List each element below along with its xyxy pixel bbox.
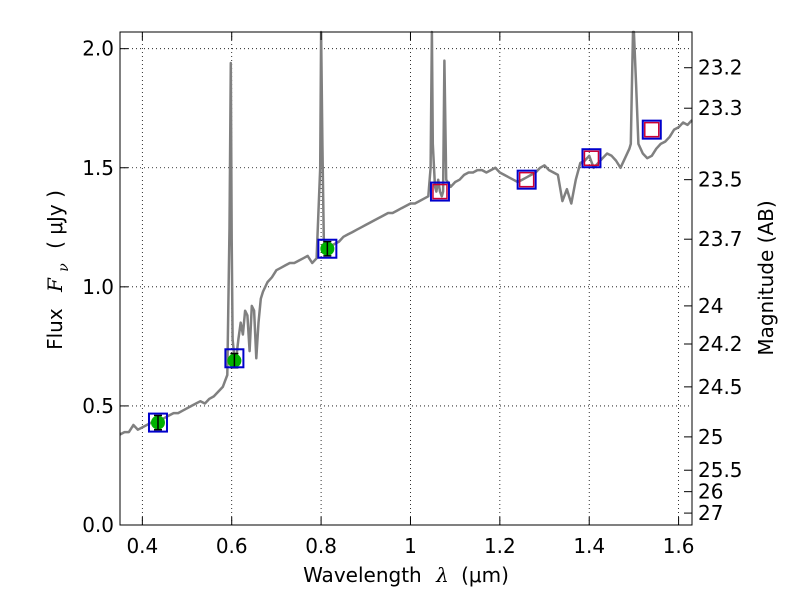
x-tick-label: 1.4 xyxy=(573,534,605,558)
x-tick-label: 1.2 xyxy=(484,534,516,558)
x-tick-label: 1 xyxy=(404,534,417,558)
x-tick-label: 0.6 xyxy=(216,534,248,558)
photometry-point xyxy=(429,181,450,202)
observed-box xyxy=(644,121,660,138)
plot-frame xyxy=(119,31,693,526)
mag-tick-label: 24.5 xyxy=(698,375,743,399)
model-box xyxy=(317,238,338,259)
spectrum-line xyxy=(119,30,693,436)
mag-tick-label: 25 xyxy=(698,425,723,449)
model-box xyxy=(147,412,168,433)
mag-tick-label: 24.2 xyxy=(698,332,743,356)
mag-tick-label: 23.5 xyxy=(698,168,743,192)
model-box xyxy=(224,348,245,369)
model-box xyxy=(429,181,450,202)
model-box xyxy=(516,169,537,190)
photometry-point xyxy=(147,412,168,433)
photometry-point xyxy=(224,348,245,369)
mag-tick-label: 23.2 xyxy=(698,56,743,80)
photometry-point xyxy=(516,169,537,190)
mag-tick-label: 26 xyxy=(698,480,723,504)
observed-box xyxy=(583,150,600,166)
x-axis-label: Wavelength λ (μm) xyxy=(303,563,509,587)
mag-tick-label: 23.3 xyxy=(698,96,743,120)
y2-axis-label: Magnitude (AB) xyxy=(754,200,778,355)
spectrum-series xyxy=(119,30,693,436)
y-tick-label: 1.0 xyxy=(82,275,114,299)
axis-ticks: 0.4 0.6 0.8 1 1.2 1.4 1.6 0.0 0.5 1.0 1.5 2.0 23.2 23… xyxy=(82,32,743,558)
model-box xyxy=(581,148,602,169)
photometry-point xyxy=(317,238,338,259)
mag-tick-label: 27 xyxy=(698,501,723,525)
mag-tick-label: 23.7 xyxy=(698,227,743,251)
y-tick-label: 0.5 xyxy=(82,394,114,418)
y-tick-label: 2.0 xyxy=(82,37,114,61)
grid-lines xyxy=(120,32,692,525)
model-box xyxy=(641,119,662,140)
mag-tick-label: 24 xyxy=(698,294,723,318)
y-tick-label: 0.0 xyxy=(82,513,114,537)
photometry-point xyxy=(581,148,602,169)
photometry-point xyxy=(641,119,662,140)
observed-box xyxy=(518,171,535,188)
x-tick-label: 1.6 xyxy=(663,534,695,558)
x-tick-label: 0.8 xyxy=(305,534,337,558)
y-axis-label: Flux F ν ( μJy ) xyxy=(43,190,73,350)
observed-box xyxy=(432,183,448,200)
x-tick-label: 0.4 xyxy=(126,534,158,558)
photometry-points xyxy=(147,119,662,433)
y-tick-label: 1.5 xyxy=(82,156,114,180)
mag-tick-label: 25.5 xyxy=(698,458,743,482)
